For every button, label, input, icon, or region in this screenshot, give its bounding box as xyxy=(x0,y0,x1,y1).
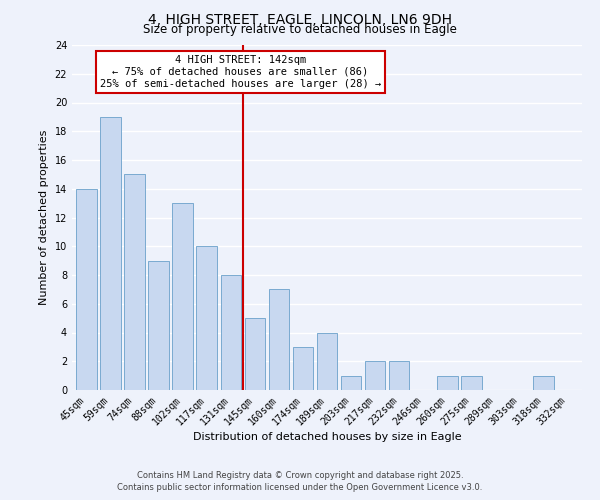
Bar xyxy=(100,117,121,390)
Bar xyxy=(172,203,193,390)
Bar xyxy=(245,318,265,390)
Text: 4 HIGH STREET: 142sqm
← 75% of detached houses are smaller (86)
25% of semi-deta: 4 HIGH STREET: 142sqm ← 75% of detached … xyxy=(100,56,381,88)
Text: Size of property relative to detached houses in Eagle: Size of property relative to detached ho… xyxy=(143,22,457,36)
Bar xyxy=(533,376,554,390)
Bar xyxy=(317,332,337,390)
Bar xyxy=(461,376,482,390)
Text: Contains HM Land Registry data © Crown copyright and database right 2025.
Contai: Contains HM Land Registry data © Crown c… xyxy=(118,471,482,492)
Bar xyxy=(365,361,385,390)
Bar xyxy=(437,376,458,390)
Y-axis label: Number of detached properties: Number of detached properties xyxy=(39,130,49,305)
Bar xyxy=(341,376,361,390)
Bar xyxy=(221,275,241,390)
Bar xyxy=(293,347,313,390)
Bar xyxy=(196,246,217,390)
Bar xyxy=(389,361,409,390)
X-axis label: Distribution of detached houses by size in Eagle: Distribution of detached houses by size … xyxy=(193,432,461,442)
Text: 4, HIGH STREET, EAGLE, LINCOLN, LN6 9DH: 4, HIGH STREET, EAGLE, LINCOLN, LN6 9DH xyxy=(148,12,452,26)
Bar xyxy=(76,188,97,390)
Bar xyxy=(269,290,289,390)
Bar xyxy=(148,260,169,390)
Bar xyxy=(124,174,145,390)
